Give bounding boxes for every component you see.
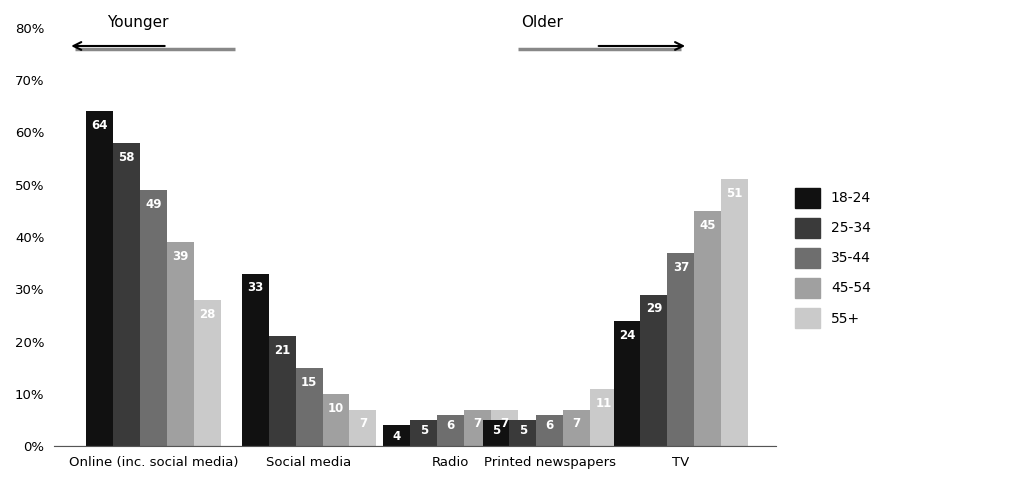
Text: 5: 5 [420,424,428,438]
Text: 11: 11 [596,396,611,409]
Text: 7: 7 [572,418,581,430]
Text: Older: Older [521,15,563,30]
Bar [411,420,437,446]
Bar [296,368,323,446]
Text: 39: 39 [172,250,188,263]
Text: 6: 6 [446,419,455,432]
Bar [86,111,113,446]
Bar [510,420,537,446]
Text: 4: 4 [393,429,401,442]
Bar [140,190,167,446]
Bar [464,409,492,446]
Bar [537,415,563,446]
Text: 15: 15 [301,376,317,389]
Text: 24: 24 [618,329,635,342]
Text: 7: 7 [358,418,367,430]
Bar [590,389,617,446]
Text: 7: 7 [501,418,509,430]
Text: 58: 58 [118,151,135,164]
Bar [194,300,220,446]
Bar [113,143,140,446]
Bar [563,409,590,446]
Text: 7: 7 [473,418,481,430]
Bar [383,425,411,446]
Text: 49: 49 [145,198,162,211]
Bar [613,321,640,446]
Bar [349,409,377,446]
Bar [694,211,721,446]
Legend: 18-24, 25-34, 35-44, 45-54, 55+: 18-24, 25-34, 35-44, 45-54, 55+ [791,184,876,332]
Text: 37: 37 [673,260,689,273]
Text: 5: 5 [492,424,500,438]
Text: 33: 33 [247,282,263,294]
Text: 51: 51 [726,187,742,200]
Bar [323,394,349,446]
Text: 6: 6 [546,419,554,432]
Text: 29: 29 [646,302,663,316]
Bar [721,180,749,446]
Text: 21: 21 [274,344,291,357]
Text: 10: 10 [328,402,344,415]
Bar [167,242,194,446]
Bar [242,273,268,446]
Bar [437,415,464,446]
Text: 28: 28 [199,308,215,320]
Text: 5: 5 [519,424,527,438]
Bar [640,295,668,446]
Bar [268,336,296,446]
Bar [492,409,518,446]
Bar [668,253,694,446]
Bar [482,420,510,446]
Text: Younger: Younger [108,15,169,30]
Text: 64: 64 [91,119,108,132]
Text: 45: 45 [699,219,716,232]
